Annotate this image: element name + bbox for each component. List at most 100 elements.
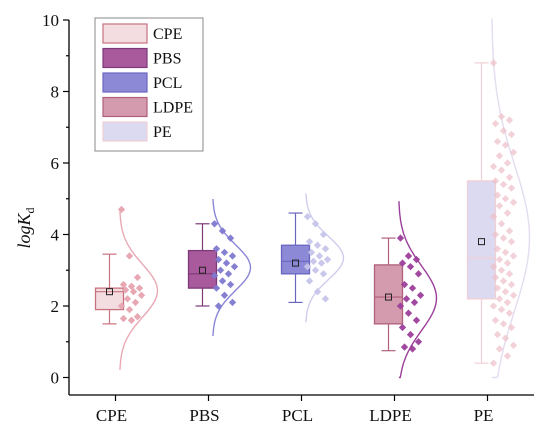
data-point — [228, 252, 237, 260]
data-point — [491, 230, 500, 239]
data-point — [507, 237, 516, 246]
data-point — [117, 205, 126, 214]
data-point — [499, 277, 508, 285]
data-point — [319, 230, 328, 239]
x-tick-label: PBS — [189, 406, 219, 425]
legend-label: PBS — [153, 51, 181, 68]
data-point — [493, 284, 502, 292]
distribution-curve — [305, 193, 345, 323]
data-point — [495, 152, 504, 160]
data-point — [218, 277, 227, 285]
series-cpe — [94, 205, 159, 371]
legend-label: CPE — [153, 26, 182, 43]
legend-swatch — [102, 96, 148, 118]
data-point — [404, 309, 413, 317]
legend-label: LDPE — [153, 100, 193, 117]
data-point — [396, 302, 405, 310]
data-point — [400, 280, 409, 289]
data-point — [499, 180, 508, 189]
data-point — [214, 302, 223, 310]
data-point — [414, 270, 423, 278]
data-point — [228, 298, 237, 307]
data-point — [408, 284, 417, 292]
data-point — [317, 259, 326, 267]
box — [94, 287, 125, 311]
data-point — [226, 280, 235, 289]
data-point — [495, 202, 504, 210]
data-point — [398, 259, 407, 267]
data-point — [214, 255, 223, 264]
data-point — [404, 252, 413, 260]
data-point — [495, 345, 504, 353]
data-point — [505, 173, 514, 181]
data-point — [489, 59, 498, 67]
legend: CPE PBS PCL LDPE PE — [94, 17, 204, 152]
data-point — [117, 302, 126, 310]
distribution-curve — [491, 18, 531, 379]
legend-swatch — [102, 121, 148, 142]
data-point — [499, 234, 508, 242]
data-point — [402, 295, 411, 303]
data-point — [127, 282, 136, 291]
data-point — [505, 116, 514, 124]
y-axis-label: logKd — [14, 207, 37, 248]
data-point — [499, 320, 508, 328]
data-point — [497, 166, 506, 174]
data-point — [489, 302, 498, 310]
data-point — [410, 298, 419, 307]
data-point — [305, 277, 314, 285]
y-tick-label: 8 — [51, 83, 60, 102]
data-point — [491, 119, 500, 128]
series-pbs — [187, 198, 252, 337]
data-point — [123, 295, 132, 303]
data-point — [400, 343, 409, 351]
data-point — [507, 280, 516, 289]
data-point — [489, 162, 498, 171]
data-point — [313, 288, 322, 296]
data-point — [503, 298, 512, 307]
series-ldpe — [373, 201, 438, 379]
data-point — [406, 262, 415, 271]
data-point — [501, 141, 510, 149]
legend-swatch — [102, 47, 148, 69]
distribution-curve — [398, 201, 438, 379]
data-point — [313, 241, 322, 249]
y-tick-label: 10 — [42, 11, 59, 30]
mean-marker — [199, 266, 206, 274]
mean-marker — [385, 293, 392, 301]
data-point — [133, 273, 142, 282]
x-tick-label: PCL — [282, 406, 313, 425]
y-tick-label: 2 — [51, 297, 60, 316]
data-point — [503, 352, 512, 360]
data-point — [509, 198, 518, 207]
data-point — [311, 266, 320, 274]
data-point — [501, 288, 510, 296]
data-point — [125, 252, 134, 260]
data-point — [489, 359, 498, 367]
data-point — [321, 245, 330, 253]
data-point — [396, 234, 405, 242]
data-point — [216, 266, 225, 274]
data-point — [505, 227, 514, 235]
data-point — [501, 334, 510, 342]
mean-marker — [106, 288, 113, 296]
data-point — [121, 286, 130, 294]
series-pe — [466, 18, 531, 379]
data-point — [319, 270, 328, 278]
data-point — [125, 305, 134, 314]
data-point — [305, 237, 314, 246]
legend-label: PE — [153, 124, 172, 141]
data-point — [412, 316, 421, 324]
data-point — [406, 330, 415, 339]
data-point — [321, 295, 330, 303]
data-point — [220, 291, 229, 299]
data-point — [491, 177, 500, 185]
data-point — [493, 245, 502, 253]
data-point — [133, 313, 142, 321]
data-point — [137, 291, 146, 299]
data-point — [493, 191, 502, 199]
mean-marker — [478, 238, 485, 246]
data-point — [212, 284, 221, 292]
data-point — [501, 195, 510, 203]
